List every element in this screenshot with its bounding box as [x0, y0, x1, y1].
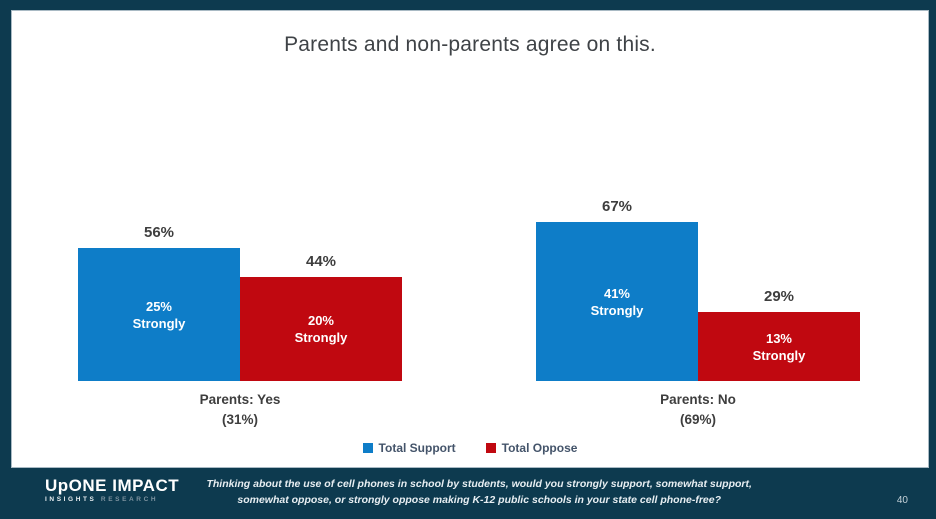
- bar-group: 56% 25% Strongly 44% 20% Strongly Parents: Yes…: [78, 155, 402, 430]
- upone-impact-logo: UpONE IMPACT INSIGHTS RESEARCH: [45, 477, 179, 504]
- bar-total-support: 41% Strongly: [536, 222, 698, 381]
- logo-subtitle: INSIGHTS RESEARCH: [45, 496, 179, 504]
- bar-group-bars: 56% 25% Strongly 44% 20% Strongly: [78, 155, 402, 381]
- bar-total-oppose: 20% Strongly: [240, 277, 402, 381]
- legend-swatch-icon: [362, 443, 373, 453]
- bar-inner-label: 13% Strongly: [752, 330, 806, 363]
- category-label: Parents: Yes (31%): [199, 392, 281, 427]
- bar-value-label: 56%: [143, 224, 175, 241]
- bar-cell: 29% 13% Strongly: [698, 288, 860, 381]
- legend-item: Total Support: [362, 441, 456, 455]
- bar-cell: 67% 41% Strongly: [536, 198, 698, 381]
- survey-question-text: Thinking about the use of cell phones in…: [199, 476, 759, 509]
- bar-cell: 44% 20% Strongly: [240, 253, 402, 381]
- legend-swatch-icon: [485, 443, 496, 453]
- slide-content-area: Parents and non-parents agree on this. 5…: [11, 10, 929, 468]
- bar-cell: 56% 25% Strongly: [78, 224, 240, 381]
- survey-question-line2: somewhat oppose, or strongly oppose maki…: [237, 494, 722, 507]
- bar-total-support: 25% Strongly: [78, 248, 240, 381]
- bar-value-label: 67%: [601, 198, 633, 215]
- survey-question-line1: Thinking about the use of cell phones in…: [206, 478, 752, 490]
- bar-chart: 56% 25% Strongly 44% 20% Strongly Parents: Yes…: [78, 155, 860, 430]
- legend-label: Total Oppose: [501, 441, 578, 455]
- slide-title: Parents and non-parents agree on this.: [284, 33, 656, 56]
- bar-inner-label: 25% Strongly: [132, 298, 186, 331]
- legend-item: Total Oppose: [485, 441, 578, 455]
- bar-value-label: 44%: [305, 253, 337, 270]
- bar-chart-groups: 56% 25% Strongly 44% 20% Strongly Parents: Yes…: [78, 155, 860, 430]
- logo-sub-insights: INSIGHTS: [45, 496, 97, 503]
- bar-value-label: 29%: [763, 288, 795, 305]
- bar-inner-label: 20% Strongly: [294, 313, 348, 345]
- chart-legend: Total Support Total Oppose: [12, 441, 928, 455]
- legend-label: Total Support: [378, 441, 456, 455]
- category-label: Parents: No (69%): [660, 392, 736, 427]
- bar-group-bars: 67% 41% Strongly 29% 13% Strongly: [536, 155, 860, 381]
- bar-total-oppose: 13% Strongly: [698, 312, 860, 381]
- logo-sub-research: RESEARCH: [100, 496, 159, 503]
- slide-footer: UpONE IMPACT INSIGHTS RESEARCH Thinking …: [0, 468, 936, 519]
- bar-group: 67% 41% Strongly 29% 13% Strongly Parents: No(…: [536, 155, 860, 430]
- bar-inner-label: 41% Strongly: [590, 285, 644, 318]
- logo-primary-text: UpONE IMPACT: [45, 476, 180, 495]
- page-number: 40: [896, 495, 908, 506]
